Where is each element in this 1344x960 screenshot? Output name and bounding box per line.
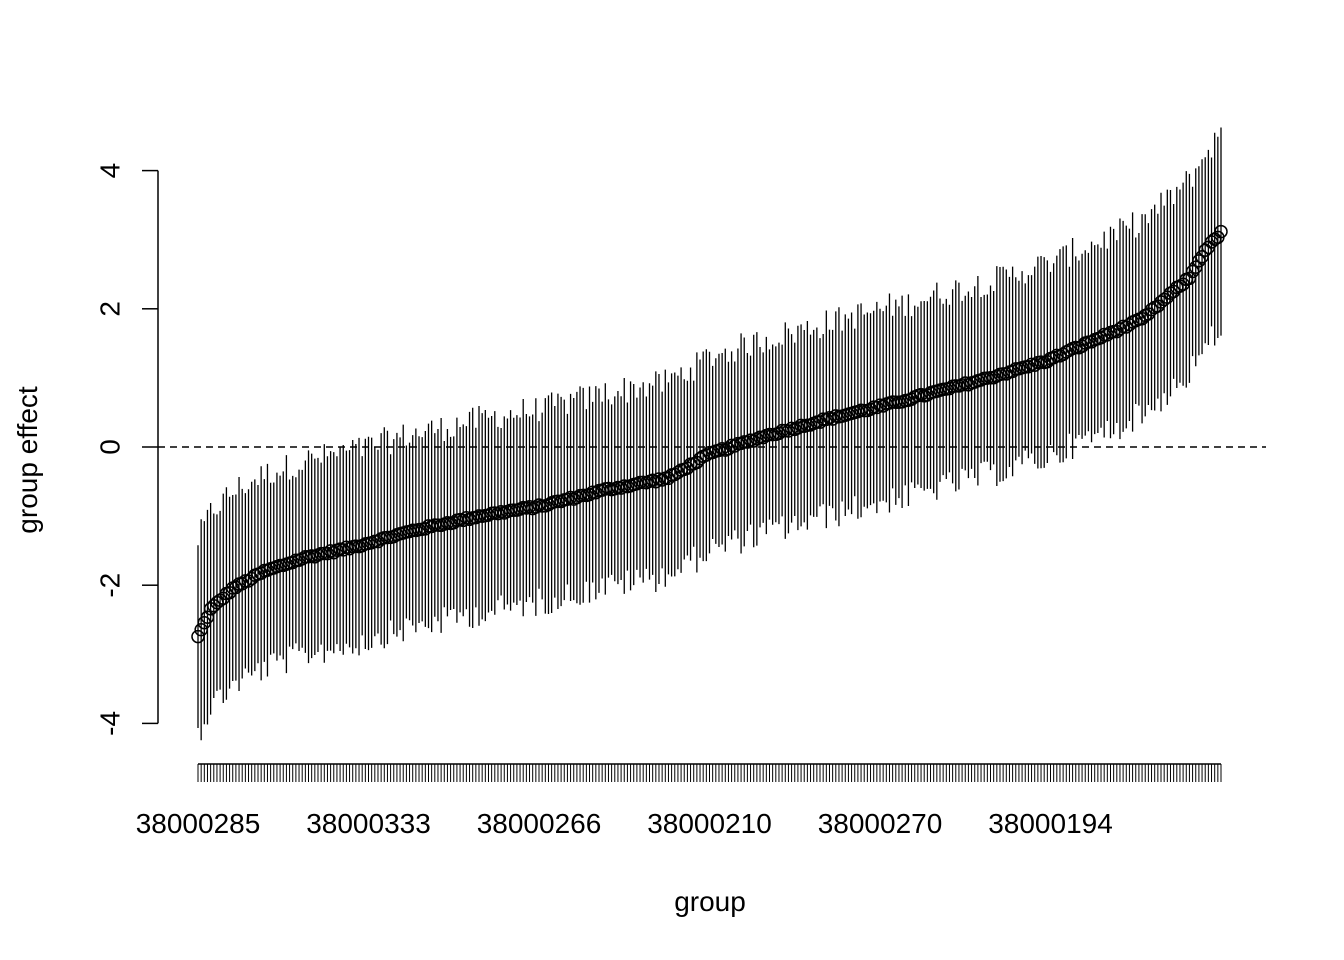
data-point — [191, 629, 205, 644]
data-point — [541, 497, 556, 512]
data-point — [387, 529, 401, 544]
data-point — [327, 545, 341, 560]
data-point — [649, 474, 663, 489]
data-point — [589, 485, 603, 500]
data-point — [200, 610, 215, 624]
data-point — [320, 546, 335, 561]
data-point — [756, 430, 770, 445]
data-point — [1185, 264, 1200, 279]
data-point — [1027, 358, 1042, 372]
x-tick-label: 38000270 — [818, 808, 943, 839]
data-point — [772, 426, 786, 441]
data-point — [355, 538, 369, 553]
data-point — [1046, 350, 1061, 365]
data-point — [1195, 249, 1209, 264]
x-axis-title: group — [674, 886, 746, 917]
data-point — [1188, 260, 1203, 275]
data-point — [285, 555, 300, 570]
data-point — [308, 550, 322, 564]
data-point — [194, 622, 208, 637]
y-tick-label: 0 — [95, 439, 126, 455]
data-point — [781, 424, 796, 438]
y-axis: -4 -2 0 2 4 — [95, 163, 159, 736]
data-point — [1100, 328, 1115, 342]
error-bars — [197, 127, 1222, 741]
x-tick-label: 38000210 — [647, 808, 772, 839]
x-tick-label: 38000333 — [306, 808, 431, 839]
data-point — [289, 553, 303, 568]
y-tick-label: -2 — [95, 573, 126, 598]
data-point — [295, 552, 309, 566]
data-point — [1192, 254, 1206, 268]
data-point — [1214, 224, 1228, 239]
data-point — [336, 543, 350, 557]
data-point — [1005, 364, 1020, 379]
data-point — [876, 399, 890, 413]
data-point — [342, 541, 357, 556]
data-point — [740, 435, 755, 449]
data-point — [889, 395, 903, 409]
data-point — [614, 481, 628, 495]
data-point — [920, 388, 935, 402]
x-tick-label: 38000194 — [988, 808, 1113, 839]
data-point — [955, 378, 969, 392]
data-point — [825, 412, 840, 426]
data-point — [942, 381, 957, 396]
data-point — [447, 515, 461, 530]
x-axis: 38000285 38000333 38000266 38000210 38000270… — [136, 763, 1222, 839]
y-tick-label: 2 — [95, 301, 126, 317]
data-point — [996, 367, 1010, 381]
data-point — [870, 400, 884, 415]
point-markers — [191, 224, 1228, 644]
x-tick-label: 38000266 — [477, 808, 602, 839]
data-point — [693, 451, 707, 466]
data-point — [491, 506, 505, 521]
y-tick-label: 4 — [95, 163, 126, 179]
data-point — [529, 500, 543, 514]
data-point — [582, 487, 597, 502]
data-point — [570, 490, 584, 505]
data-point — [791, 421, 805, 435]
data-point — [1144, 302, 1159, 317]
y-tick-label: -4 — [95, 711, 126, 736]
data-point — [1182, 271, 1197, 286]
y-axis-title: group effect — [12, 386, 43, 534]
data-point — [456, 513, 470, 528]
x-tick-label: 38000285 — [136, 808, 261, 839]
